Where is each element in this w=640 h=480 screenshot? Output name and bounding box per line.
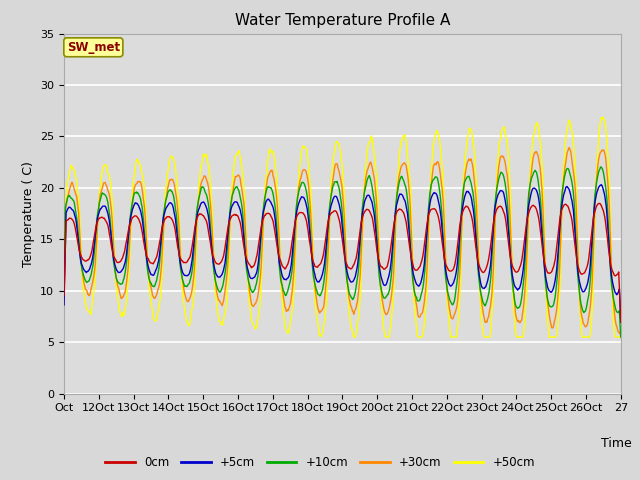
Y-axis label: Temperature ( C): Temperature ( C) (22, 161, 35, 266)
Title: Water Temperature Profile A: Water Temperature Profile A (235, 13, 450, 28)
Text: SW_met: SW_met (67, 41, 120, 54)
X-axis label: Time: Time (601, 437, 632, 450)
Legend: 0cm, +5cm, +10cm, +30cm, +50cm: 0cm, +5cm, +10cm, +30cm, +50cm (100, 452, 540, 474)
